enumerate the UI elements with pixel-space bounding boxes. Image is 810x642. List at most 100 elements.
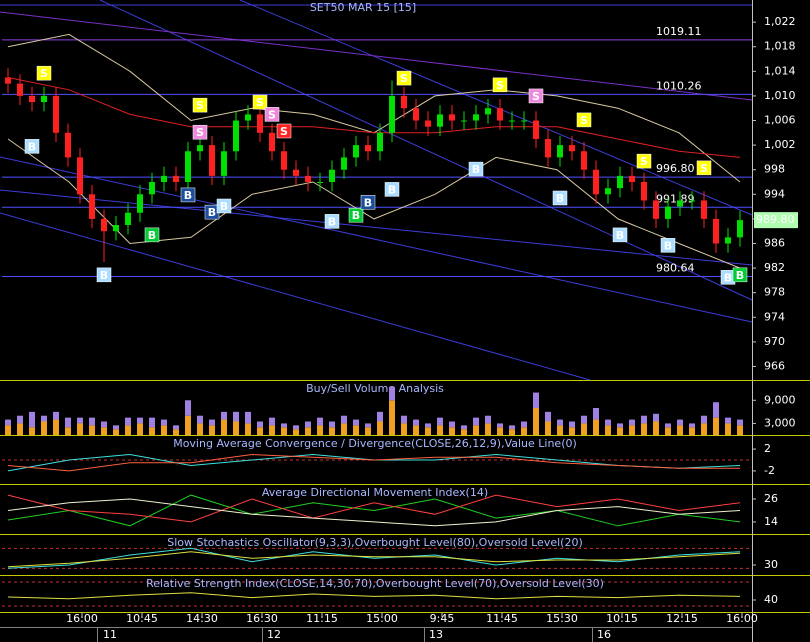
signal-marker — [396, 70, 412, 86]
candle-body — [713, 218, 719, 244]
signal-label: B — [736, 269, 744, 282]
volume-bar — [629, 419, 635, 426]
volume-bar — [689, 427, 695, 435]
candle-body — [209, 145, 215, 176]
volume-bar — [329, 427, 335, 435]
volume-bar — [245, 423, 251, 435]
volume-bar — [257, 427, 263, 435]
candle-body — [317, 182, 323, 184]
y-tick-label: 2 — [764, 442, 771, 455]
y-tick-label: 1,006 — [764, 114, 796, 127]
volume-bar — [89, 417, 95, 426]
candle-body — [629, 175, 635, 183]
volume-bar — [89, 425, 95, 435]
level-label: 1010.26 — [656, 79, 702, 92]
volume-bar — [689, 423, 695, 428]
signal-label: B — [556, 192, 564, 205]
volume-bar — [473, 425, 479, 435]
volume-bar — [77, 423, 83, 435]
volume-bar — [701, 423, 707, 435]
signal-marker — [528, 88, 544, 104]
volume-bar — [653, 413, 659, 422]
volume-bar — [5, 425, 11, 435]
chart-title: SET50 MAR 15 [15] — [310, 1, 416, 14]
candle-body — [401, 95, 407, 109]
volume-bar — [665, 423, 671, 428]
candle-body — [425, 120, 431, 127]
candle-body — [329, 169, 335, 183]
volume-bar — [77, 417, 83, 424]
volume-bar — [701, 415, 707, 424]
trend-line — [0, 156, 753, 323]
level-label: 980.64 — [656, 261, 695, 274]
candle-body — [173, 175, 179, 183]
volume-bar — [593, 408, 599, 420]
candle-body — [17, 83, 23, 96]
date-label: 12 — [267, 628, 281, 641]
y-tick-label: 970 — [764, 335, 785, 348]
signal-marker — [552, 190, 568, 206]
y-tick-label: 974 — [764, 310, 785, 323]
candle-body — [653, 200, 659, 219]
candle-body — [233, 120, 239, 152]
volume-bar — [437, 417, 443, 426]
volume-bar — [353, 419, 359, 426]
volume-bar — [53, 419, 59, 435]
signal-marker — [492, 77, 508, 93]
signal-marker — [36, 65, 52, 81]
y-tick-label: 978 — [764, 286, 785, 299]
trend-line — [0, 11, 753, 101]
volume-bar — [149, 417, 155, 428]
trend-lines-purple — [0, 11, 753, 101]
volume-bar — [437, 425, 443, 435]
volume-bar — [461, 429, 467, 435]
date-label: 11 — [103, 628, 117, 641]
candle-body — [101, 218, 107, 232]
volume-bar — [65, 417, 71, 428]
volume-bar — [485, 415, 491, 424]
signal-marker — [384, 182, 400, 197]
candle-body — [533, 120, 539, 139]
candle-body — [449, 114, 455, 121]
signal-label: S — [400, 72, 408, 85]
signal-label: B — [208, 206, 216, 219]
volume-bar — [269, 417, 275, 426]
indicator-line — [7, 547, 741, 569]
indicator-line — [7, 551, 741, 568]
signal-label: S — [196, 126, 204, 139]
volume-bar — [221, 419, 227, 435]
volume-bar — [101, 421, 107, 428]
volume-bar — [485, 423, 491, 435]
signal-marker — [192, 97, 208, 113]
volume-bar — [17, 423, 23, 435]
panel-borders — [0, 380, 810, 613]
signal-label: B — [328, 215, 336, 228]
x-tick-label: 11:15 — [306, 612, 338, 625]
signal-marker — [192, 124, 208, 140]
volume-bar — [281, 423, 287, 428]
volume-bar — [521, 421, 527, 428]
volume-bar — [197, 415, 203, 424]
candle-body — [353, 145, 359, 158]
signal-label: S — [580, 114, 588, 127]
volume-bar — [665, 427, 671, 435]
signal-label: B — [28, 140, 36, 153]
signal-marker — [576, 112, 592, 128]
volume-bar — [533, 408, 539, 435]
candle-body — [593, 169, 599, 195]
x-tick-label: 16:30 — [246, 612, 278, 625]
volume-bar — [353, 425, 359, 435]
candle-body — [149, 182, 155, 195]
signal-marker — [636, 153, 652, 169]
signal-marker — [264, 107, 280, 122]
candle-body — [521, 120, 527, 122]
candle-body — [281, 151, 287, 170]
signal-label: B — [352, 209, 360, 222]
panel-title: Slow Stochastics Oscillator(9,3,3),Overb… — [167, 536, 583, 549]
signal-label: S — [268, 108, 276, 121]
signal-label: B — [472, 163, 480, 176]
volume-bar — [293, 429, 299, 435]
candle-body — [389, 95, 395, 133]
x-tick-label: 14:30 — [186, 612, 218, 625]
volume-bar — [53, 411, 59, 420]
